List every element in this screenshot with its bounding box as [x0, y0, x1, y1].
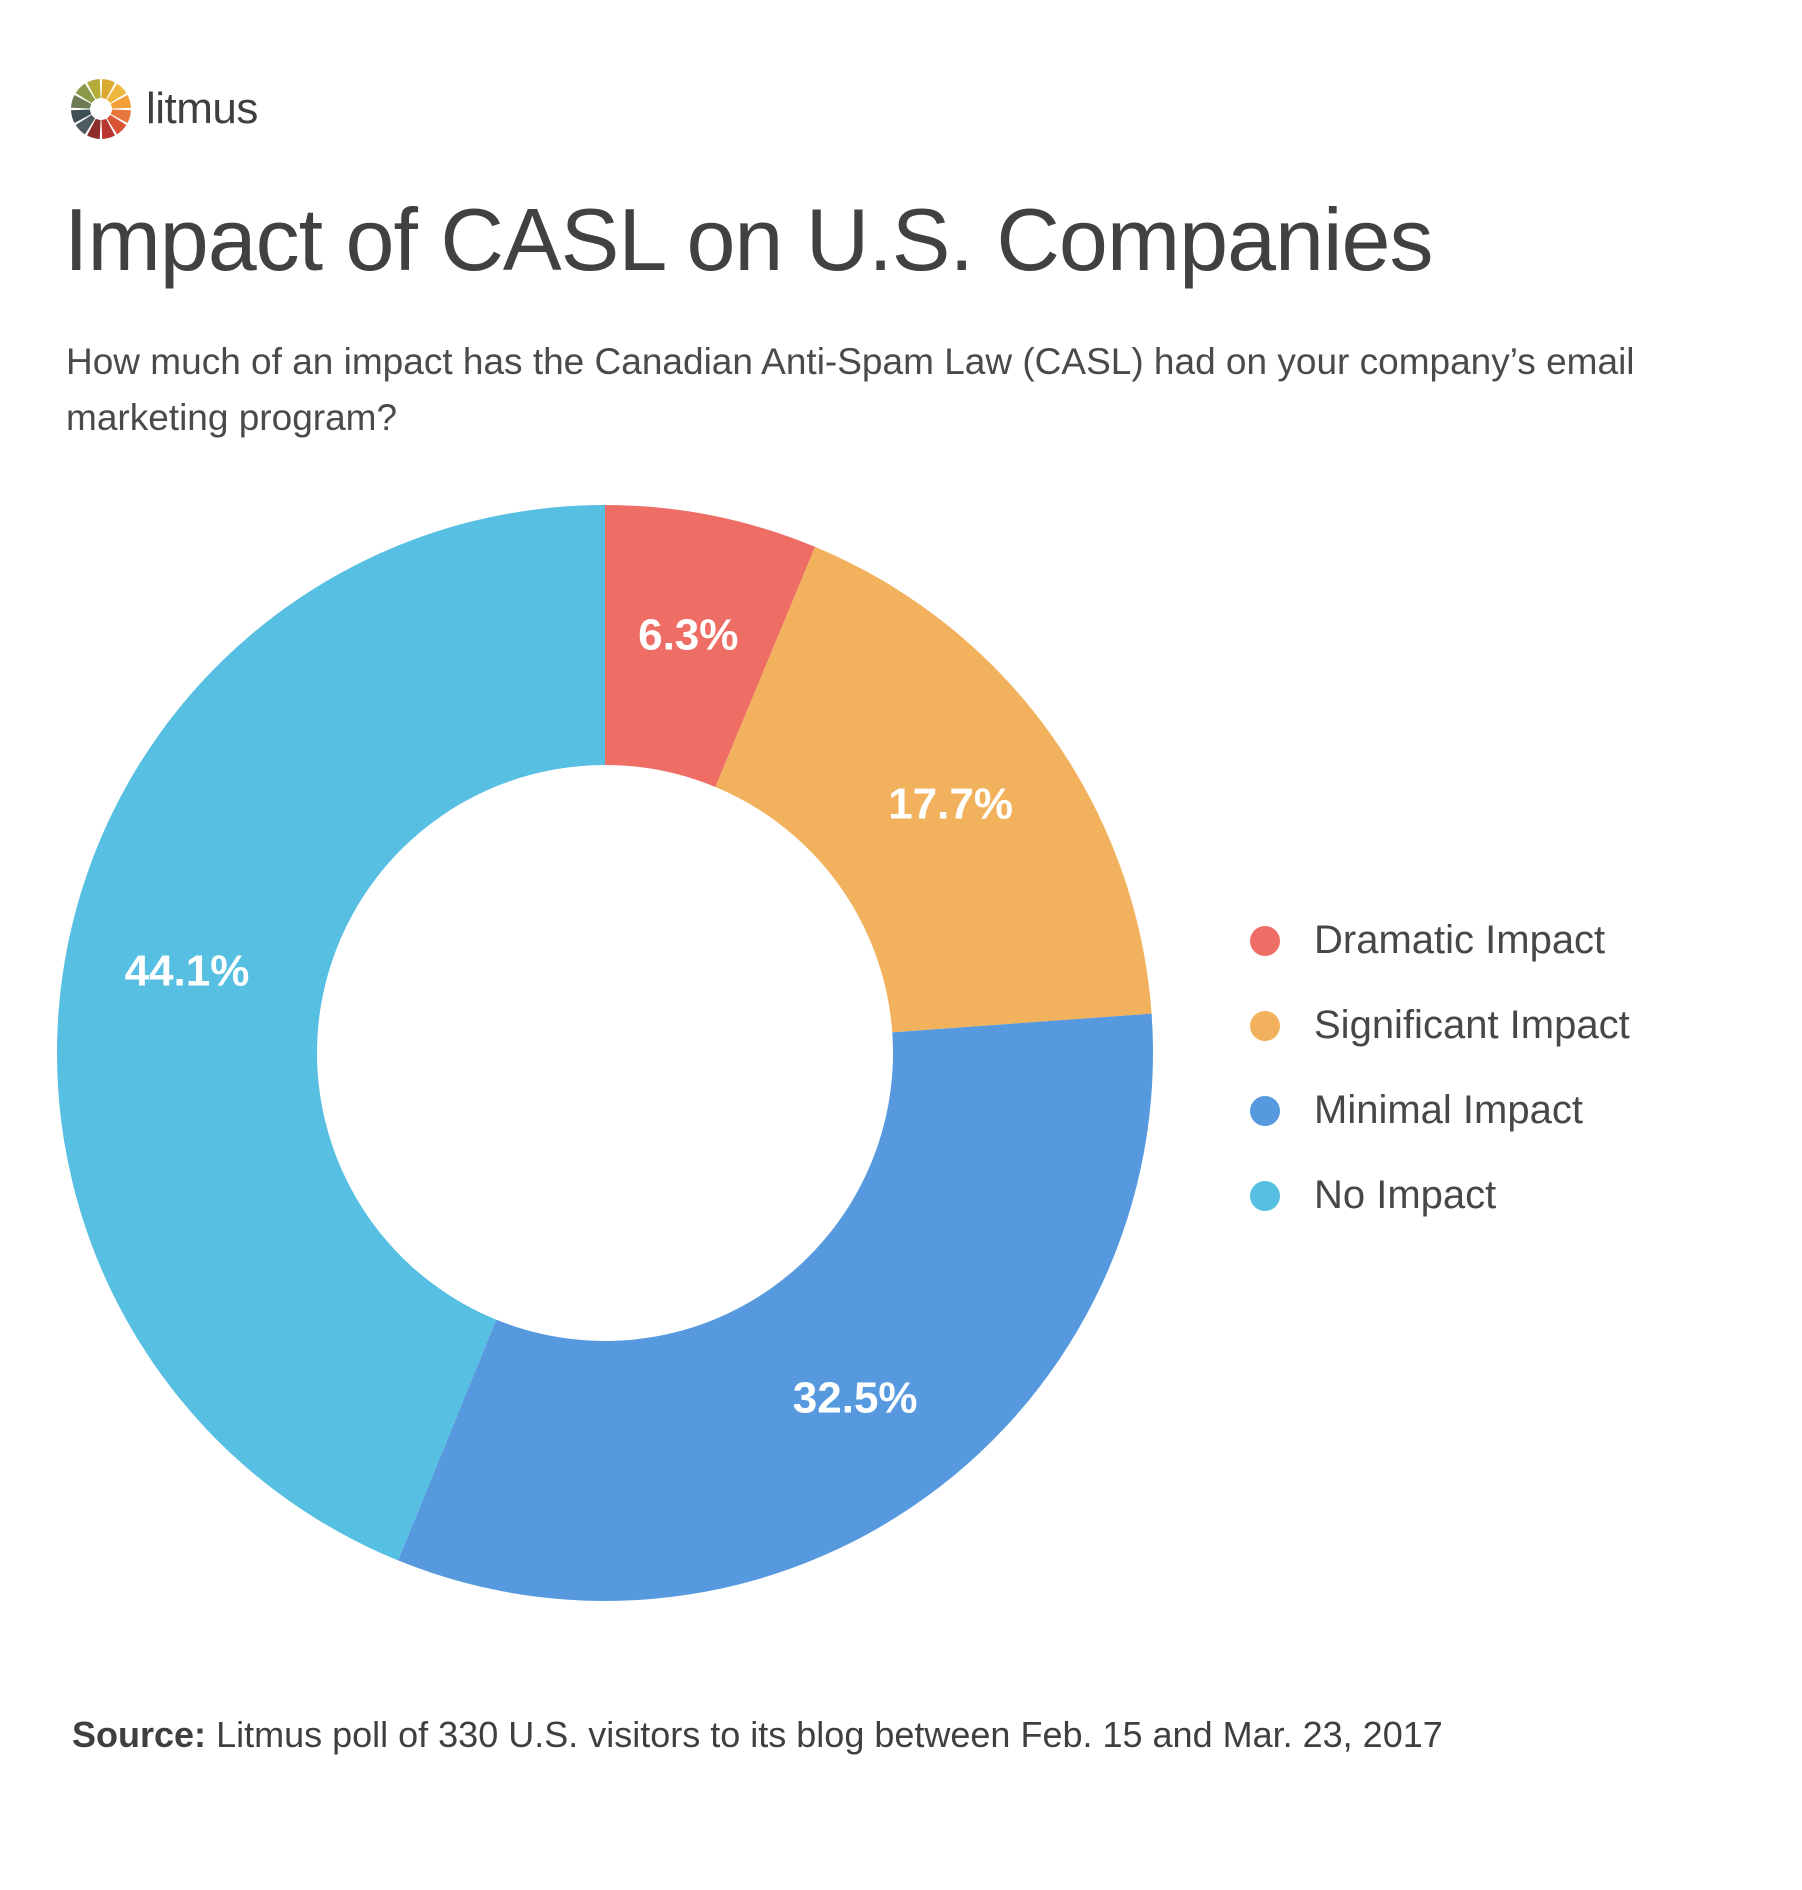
- chart-title: Impact of CASL on U.S. Companies: [64, 190, 1433, 289]
- logo-segment: [87, 118, 101, 139]
- logo-segment: [101, 79, 115, 100]
- brand-name: litmus: [146, 84, 258, 133]
- logo-segment: [110, 109, 131, 123]
- legend-label: Dramatic Impact: [1314, 918, 1606, 962]
- logo-segment: [106, 114, 127, 135]
- logo-segment: [87, 79, 101, 100]
- logo-segment: [75, 114, 96, 135]
- chart-legend: Dramatic Impact Significant Impact Minimal…: [1250, 898, 1630, 1238]
- legend-label: Significant Impact: [1314, 1003, 1630, 1047]
- source-note: Source: Litmus poll of 330 U.S. visitors…: [72, 1714, 1443, 1756]
- legend-swatch: [1250, 1095, 1280, 1126]
- logo-segment: [75, 83, 96, 104]
- donut-chart: 6.3% 17.7% 32.5% 44.1%: [57, 505, 1153, 1601]
- legend-item: Minimal Impact: [1250, 1068, 1630, 1153]
- legend-label: Minimal Impact: [1314, 1088, 1583, 1132]
- slice-value-label: 6.3%: [638, 611, 738, 660]
- slice-value-label: 32.5%: [793, 1373, 918, 1422]
- logo-segment: [110, 95, 131, 109]
- logo-segment: [101, 118, 115, 139]
- donut-slice-minimal-impact: [398, 1013, 1153, 1601]
- source-text: Litmus poll of 330 U.S. visitors to its …: [216, 1714, 1443, 1755]
- source-label: Source:: [72, 1714, 207, 1755]
- legend-item: No Impact: [1250, 1153, 1630, 1238]
- slice-value-label: 44.1%: [125, 947, 250, 996]
- legend-swatch: [1250, 1180, 1280, 1211]
- litmus-logo-icon: [71, 79, 131, 139]
- legend-label: No Impact: [1314, 1173, 1497, 1217]
- logo-segment: [71, 109, 92, 123]
- donut-slice-significant-impact: [715, 546, 1152, 1033]
- legend-item: Dramatic Impact: [1250, 898, 1630, 983]
- donut-slice-no-impact: [57, 505, 606, 1561]
- logo-segment: [71, 95, 92, 109]
- donut-slice-dramatic-impact: [605, 505, 816, 788]
- legend-swatch: [1250, 925, 1280, 956]
- slice-value-label: 17.7%: [888, 779, 1013, 828]
- legend-swatch: [1250, 1010, 1280, 1041]
- litmus-logo: litmus: [70, 78, 258, 140]
- chart-subtitle: How much of an impact has the Canadian A…: [66, 341, 1635, 438]
- legend-item: Significant Impact: [1250, 983, 1630, 1068]
- logo-segment: [106, 83, 127, 104]
